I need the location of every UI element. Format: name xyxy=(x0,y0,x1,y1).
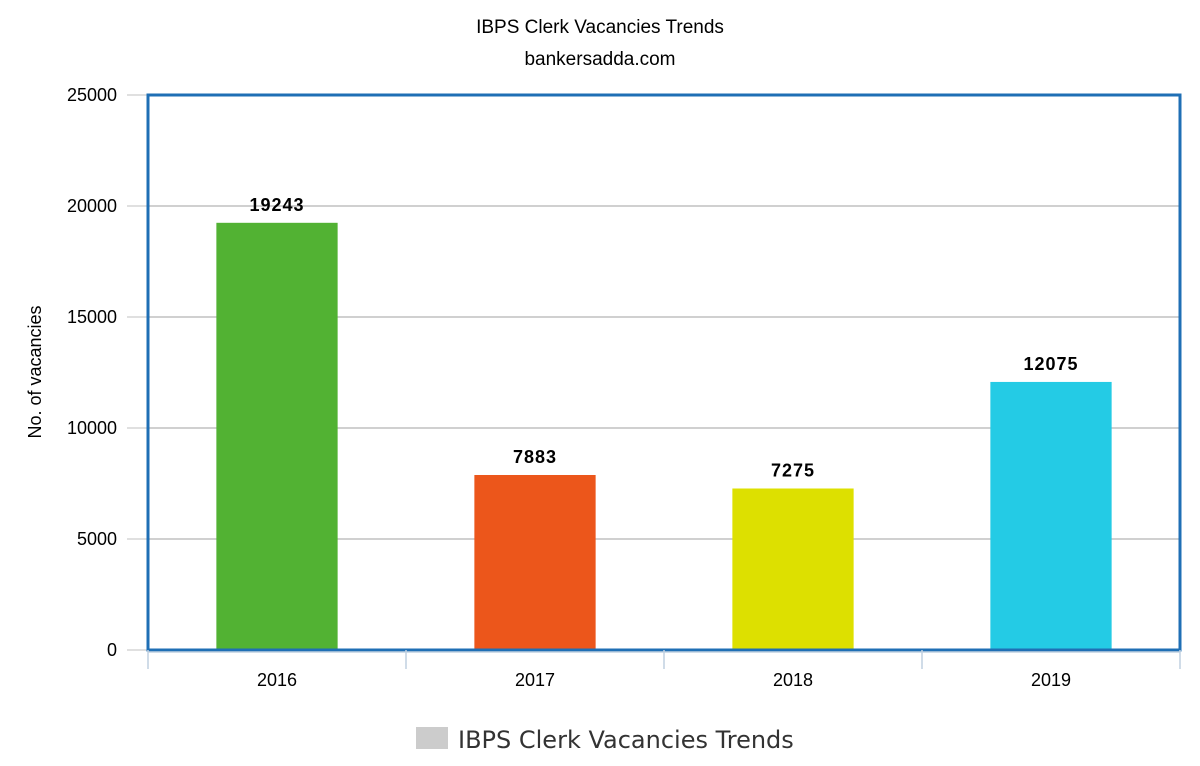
y-tick-label: 25000 xyxy=(67,85,117,105)
x-axis: 2016 2017 2018 2019 xyxy=(147,650,1181,690)
chart-title: IBPS Clerk Vacancies Trends xyxy=(476,17,724,38)
x-tick-label: 2017 xyxy=(515,670,555,690)
y-tick-label: 15000 xyxy=(67,307,117,327)
chart-subtitle: bankersadda.com xyxy=(524,49,675,70)
data-label: 12075 xyxy=(1023,354,1078,374)
y-axis-ticks: 0 5000 10000 15000 20000 25000 xyxy=(67,85,148,660)
y-tick-label: 10000 xyxy=(67,418,117,438)
x-tick-label: 2016 xyxy=(257,670,297,690)
bar-2017[interactable] xyxy=(474,474,596,650)
legend-swatch[interactable] xyxy=(416,727,448,749)
y-axis-label: No. of vacancies xyxy=(25,305,45,438)
data-labels: 19243 7883 7275 12075 xyxy=(249,195,1078,481)
legend[interactable]: IBPS Clerk Vacancies Trends xyxy=(416,726,794,754)
bars xyxy=(216,222,1112,650)
data-label: 19243 xyxy=(249,195,304,215)
data-label: 7275 xyxy=(771,460,815,480)
y-tick-label: 5000 xyxy=(77,529,117,549)
y-tick-label: 0 xyxy=(107,640,117,660)
bar-2016[interactable] xyxy=(216,222,338,650)
x-tick-label: 2019 xyxy=(1031,670,1071,690)
legend-label[interactable]: IBPS Clerk Vacancies Trends xyxy=(458,726,794,754)
x-tick-label: 2018 xyxy=(773,670,813,690)
bar-2019[interactable] xyxy=(990,381,1112,650)
y-tick-label: 20000 xyxy=(67,196,117,216)
bar-2018[interactable] xyxy=(732,488,854,650)
data-label: 7883 xyxy=(513,447,557,467)
